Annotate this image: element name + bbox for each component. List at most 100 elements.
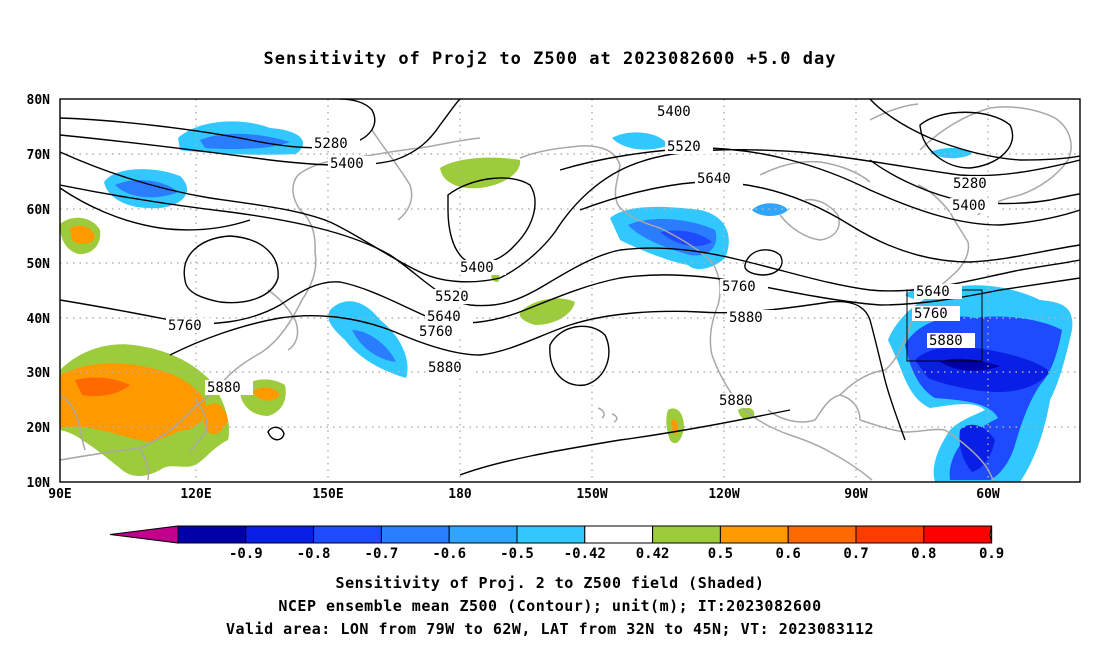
chart-title: Sensitivity of Proj2 to Z500 at 20230826…	[263, 49, 837, 69]
lat-label: 80N	[27, 93, 51, 108]
coast-indochina	[139, 447, 150, 481]
colorbar-swatch	[448, 525, 518, 544]
contour-5880	[169, 300, 906, 441]
contour-label: 5880	[719, 393, 753, 409]
colorbar-swatch	[516, 525, 586, 544]
contour-label: 5760	[419, 324, 453, 340]
coast-caribbean	[859, 419, 946, 433]
contour-label: 5880	[729, 310, 763, 326]
colorbar-label: 0.6	[776, 546, 801, 562]
lat-label: 20N	[27, 421, 51, 436]
contour-5760-hudson-low	[744, 249, 783, 276]
colorbar-label: -0.42	[564, 546, 606, 562]
colorbar-label: 0.5	[708, 546, 733, 562]
lat-label: 10N	[27, 476, 51, 491]
contour-label: 5400	[952, 198, 986, 214]
colorbar-low-end	[109, 525, 179, 544]
colorbar-swatch	[313, 525, 382, 544]
contour-label: 5760	[914, 306, 948, 322]
lon-label: 150E	[312, 487, 343, 502]
colorbar-label: 0.7	[843, 546, 868, 562]
lat-label: 50N	[27, 257, 51, 272]
colorbar-label: -0.5	[500, 546, 534, 562]
contour-5880-small	[267, 426, 285, 441]
lon-label: 120E	[180, 487, 211, 502]
colorbar-swatch	[177, 525, 247, 544]
caption-valid-area: Valid area: LON from 79W to 62W, LAT fro…	[225, 620, 875, 638]
caption-contour: NCEP ensemble mean Z500 (Contour); unit(…	[278, 597, 822, 615]
colorbar: -0.9 -0.8 -0.7 -0.6 -0.5 -0.42 0.42 0.5 0.6 0.7 0.…	[109, 525, 1004, 562]
colorbar-label: 0.8	[911, 546, 936, 562]
coast-namerica-west	[709, 304, 873, 481]
colorbar-label: 0.42	[636, 546, 670, 562]
contour-5400-trough	[60, 177, 536, 265]
contour-label: 5520	[435, 289, 469, 305]
shade-neg-aleutian	[612, 132, 668, 150]
coast-alaska	[519, 145, 721, 306]
coast-japan	[267, 289, 299, 351]
colorbar-swatch	[652, 525, 721, 544]
colorbar-swatch	[787, 525, 857, 544]
lat-label: 40N	[27, 312, 51, 327]
coast-hawaii	[597, 407, 618, 423]
colorbar-swatch	[855, 525, 925, 544]
coastlines	[60, 103, 1072, 482]
contour-5520-asia	[60, 149, 1080, 283]
contour-5400-siberia-low	[183, 235, 279, 304]
lat-label: 60N	[27, 203, 51, 218]
contour-label: 5520	[667, 139, 701, 155]
lon-label: 60W	[976, 487, 1000, 502]
contour-label: 5280	[953, 176, 987, 192]
contour-5880-south	[459, 409, 791, 476]
shade-pos-central-pacific	[519, 298, 575, 325]
coast-hudson	[779, 198, 840, 241]
contour-label: 5880	[207, 380, 241, 396]
contour-label: 5400	[460, 260, 494, 276]
contour-label: 5280	[314, 136, 348, 152]
colorbar-high-end	[989, 525, 993, 544]
contour-label-group: 5400 5280 5400 5520 5640 5280 5400 5400 …	[166, 104, 999, 409]
contour-5280-low	[919, 111, 1014, 169]
sensitivity-shading	[60, 121, 1073, 482]
colorbar-swatch	[380, 525, 450, 544]
coast-philippines	[189, 399, 208, 453]
shade-neg-arctic	[930, 148, 972, 159]
lon-label: 120W	[708, 487, 739, 502]
contour-5520-north	[559, 147, 1080, 226]
lat-label: 30N	[27, 366, 51, 381]
colorbar-swatch	[923, 525, 993, 544]
longitude-axis: 90E 120E 150E 180 150W 120W 90W 60W	[48, 487, 1000, 502]
lon-label: 150W	[576, 487, 607, 502]
colorbar-label: 0.9	[979, 546, 1004, 562]
gridlines	[60, 99, 1080, 482]
colorbar-label: -0.6	[432, 546, 466, 562]
colorbar-swatch	[245, 525, 315, 544]
contour-label: 5640	[697, 171, 731, 187]
coast-mexico	[767, 394, 861, 423]
coast-india	[60, 394, 86, 451]
lon-label: 180	[448, 487, 472, 502]
coast-arctic-archipelago	[759, 160, 871, 183]
shade-pos-bering	[440, 157, 521, 189]
contour-5280-north-atl	[869, 99, 1080, 161]
coast-kamchatka	[371, 129, 413, 221]
contour-5640-north	[579, 181, 1080, 263]
coast-ellesmere	[869, 103, 919, 121]
lon-label: 90W	[844, 487, 868, 502]
coast-greenland	[919, 106, 1072, 216]
contour-5760	[60, 274, 1080, 325]
contour-label: 5880	[428, 360, 462, 376]
colorbar-swatch	[584, 525, 654, 544]
contour-5880-loop	[549, 325, 610, 387]
colorbar-label: -0.8	[297, 546, 331, 562]
map-frame	[59, 98, 1081, 483]
contour-label: 5880	[929, 333, 963, 349]
latitude-axis: 80N 70N 60N 50N 40N 30N 20N 10N	[27, 93, 51, 491]
colorbar-swatch	[719, 525, 789, 544]
contour-label: 5760	[168, 318, 202, 334]
contour-label: 5640	[427, 309, 461, 325]
lat-label: 70N	[27, 148, 51, 163]
colorbar-label: -0.9	[229, 546, 263, 562]
coast-south-america	[944, 429, 995, 482]
